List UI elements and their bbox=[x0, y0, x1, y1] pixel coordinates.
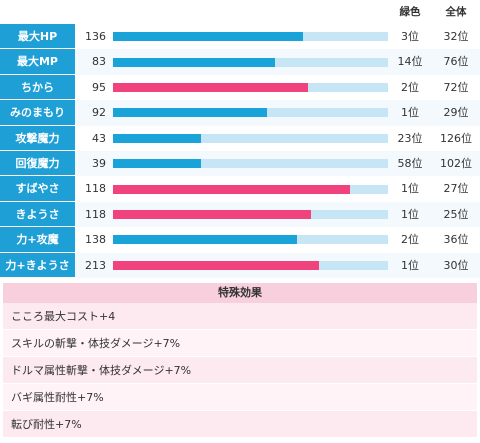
bar bbox=[113, 260, 320, 270]
stat-label: みのまもり bbox=[0, 100, 75, 126]
bar bbox=[113, 159, 201, 169]
all-rank: 72位 bbox=[443, 80, 469, 94]
bar-track bbox=[113, 133, 388, 143]
color-rank: 1位 bbox=[401, 106, 419, 120]
stat-label: 最大MP bbox=[0, 49, 75, 75]
all-rank: 102位 bbox=[440, 157, 472, 170]
stat-value: 213 bbox=[85, 258, 106, 272]
color-rank: 58位 bbox=[397, 157, 423, 170]
stat-label: きようさ bbox=[0, 201, 75, 228]
bar-track bbox=[113, 108, 388, 118]
color-rank: 3位 bbox=[401, 30, 419, 43]
stat-value: 118 bbox=[85, 207, 106, 221]
bar bbox=[113, 108, 267, 118]
bar bbox=[113, 32, 303, 42]
all-rank: 76位 bbox=[443, 55, 469, 69]
effect-item: こころ最大コスト+4 bbox=[3, 303, 477, 330]
stat-value: 83 bbox=[92, 55, 106, 69]
color-rank: 1位 bbox=[401, 258, 419, 272]
bar-track bbox=[113, 210, 388, 219]
bar bbox=[113, 83, 309, 92]
color-rank: 14位 bbox=[397, 55, 423, 69]
all-rank: 29位 bbox=[443, 106, 469, 120]
bar bbox=[113, 133, 201, 143]
stat-value: 39 bbox=[92, 157, 106, 170]
color-rank: 1位 bbox=[401, 207, 419, 221]
color-rank: 1位 bbox=[401, 182, 419, 196]
color-rank: 2位 bbox=[401, 80, 419, 94]
bar-track bbox=[113, 159, 388, 169]
bar-track bbox=[113, 235, 388, 245]
effect-item: スキルの斬撃・体技ダメージ+7% bbox=[3, 330, 477, 357]
bar-track bbox=[113, 260, 388, 270]
bar bbox=[113, 184, 350, 194]
stat-label: すばやさ bbox=[0, 176, 75, 202]
stat-label: ちから bbox=[0, 74, 75, 101]
stat-value: 138 bbox=[85, 233, 106, 247]
stat-label: 力+攻魔 bbox=[0, 227, 75, 253]
stat-value: 118 bbox=[85, 182, 106, 196]
bar bbox=[113, 57, 276, 67]
header-color-rank: 緑色 bbox=[399, 6, 421, 18]
stat-label: 攻撃魔力 bbox=[0, 125, 75, 151]
all-rank: 36位 bbox=[443, 233, 469, 247]
stat-label: 力+きようさ bbox=[0, 252, 75, 278]
effect-item: 転び耐性+7% bbox=[3, 411, 477, 438]
effects-title: 特殊効果 bbox=[3, 283, 477, 303]
all-rank: 27位 bbox=[443, 182, 469, 196]
color-rank: 23位 bbox=[397, 131, 423, 145]
stat-value: 136 bbox=[85, 30, 106, 43]
stat-value: 43 bbox=[92, 131, 106, 145]
stat-value: 92 bbox=[92, 106, 106, 120]
bar bbox=[113, 235, 298, 245]
all-rank: 126位 bbox=[440, 131, 472, 145]
bar-track bbox=[113, 184, 388, 194]
effect-item: バギ属性耐性+7% bbox=[3, 384, 477, 411]
header-all-rank: 全体 bbox=[445, 6, 467, 18]
bar-track bbox=[113, 83, 388, 92]
stat-label: 最大HP bbox=[0, 24, 75, 50]
bar-track bbox=[113, 57, 388, 67]
stat-value: 95 bbox=[92, 80, 106, 94]
all-rank: 32位 bbox=[443, 30, 469, 43]
bar bbox=[113, 210, 311, 219]
all-rank: 25位 bbox=[443, 207, 469, 221]
bar-track bbox=[113, 32, 388, 42]
all-rank: 30位 bbox=[443, 258, 469, 272]
stat-label: 回復魔力 bbox=[0, 151, 75, 177]
effect-item: ドルマ属性斬撃・体技ダメージ+7% bbox=[3, 357, 477, 384]
color-rank: 2位 bbox=[401, 233, 419, 247]
